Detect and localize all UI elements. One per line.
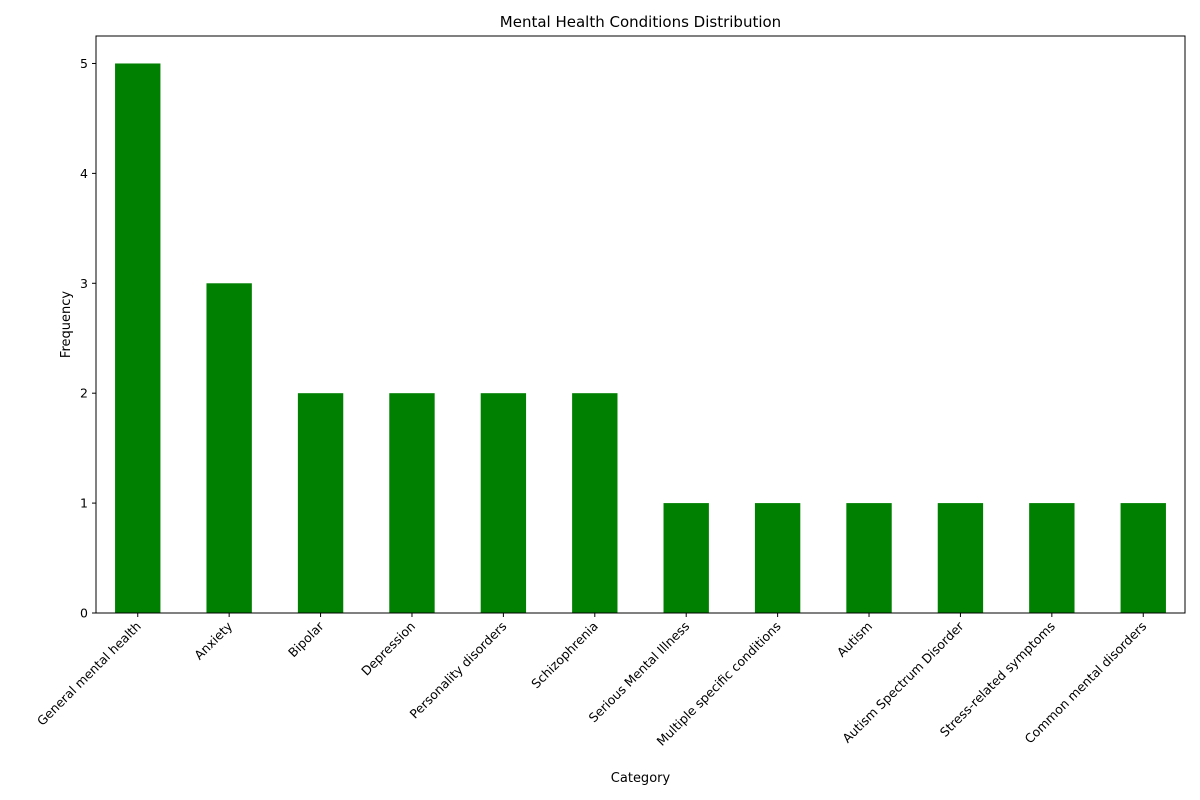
plot-frame bbox=[95, 35, 1186, 614]
y-axis-ticks: 0 1 2 3 4 5 bbox=[80, 56, 96, 621]
x-tick-label: Personality disorders bbox=[407, 619, 510, 722]
y-tick-label: 1 bbox=[80, 496, 88, 511]
x-tick-label: Bipolar bbox=[285, 618, 327, 660]
chart-title: Mental Health Conditions Distribution bbox=[500, 13, 781, 31]
y-tick-label: 0 bbox=[80, 606, 88, 621]
x-tick-label: Autism bbox=[834, 619, 875, 660]
x-axis-ticks: General mental health Anxiety Bipolar Depre… bbox=[34, 613, 1149, 749]
y-tick-label: 5 bbox=[80, 56, 88, 71]
x-tick-label: General mental health bbox=[34, 619, 144, 729]
bar bbox=[389, 393, 435, 613]
bar bbox=[1120, 503, 1166, 613]
bar bbox=[572, 393, 618, 613]
bar bbox=[1029, 503, 1075, 613]
x-tick-label: Anxiety bbox=[191, 618, 236, 663]
bar bbox=[206, 283, 252, 613]
x-axis-label: Category bbox=[611, 771, 671, 786]
bar bbox=[846, 503, 892, 613]
y-tick-label: 4 bbox=[80, 166, 88, 181]
bar bbox=[480, 393, 527, 613]
bar bbox=[297, 393, 344, 613]
bar bbox=[663, 503, 709, 613]
bar bbox=[937, 503, 984, 613]
x-tick-label: Depression bbox=[358, 619, 418, 679]
bar bbox=[754, 503, 801, 613]
bars-group bbox=[115, 63, 1166, 613]
x-tick-label: Serious Mental Illness bbox=[586, 619, 693, 726]
y-tick-label: 3 bbox=[80, 276, 88, 291]
y-tick-label: 2 bbox=[80, 386, 88, 401]
y-axis-label: Frequency bbox=[59, 291, 74, 358]
bar bbox=[115, 63, 161, 613]
x-tick-label: Schizophrenia bbox=[528, 619, 601, 692]
